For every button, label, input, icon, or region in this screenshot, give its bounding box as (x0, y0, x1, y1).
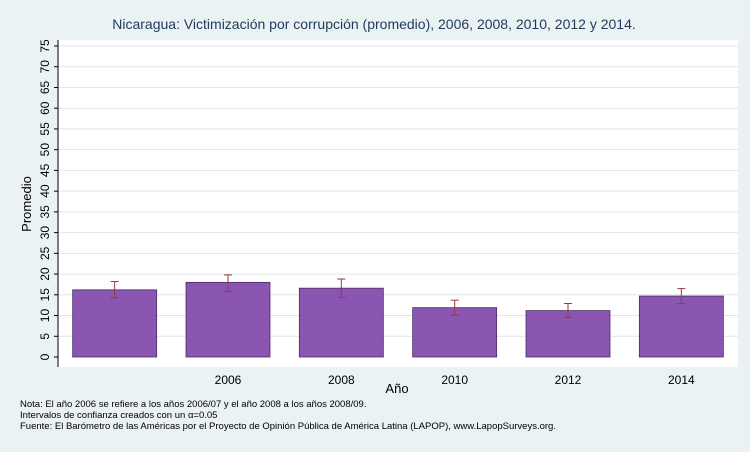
y-tick-label: 0 (38, 353, 52, 360)
plot-area (58, 40, 738, 367)
footnotes: Nota: El año 2006 se refiere a los años … (20, 399, 556, 432)
x-tick-label: 2006 (215, 373, 242, 387)
grid-lines (58, 45, 738, 337)
y-tick-label: 35 (38, 205, 52, 219)
footnote-nota: Nota: El año 2006 se refiere a los años … (20, 399, 367, 410)
error-bars (110, 274, 686, 319)
bar (525, 310, 611, 358)
y-tick-label: 65 (38, 80, 52, 94)
y-tick-label: 60 (38, 101, 52, 115)
x-tick-label: 2010 (441, 373, 468, 387)
y-tick-label: 50 (38, 143, 52, 157)
bar (298, 287, 384, 358)
bar (412, 307, 498, 358)
x-axis-title: Año (385, 381, 408, 396)
bar (185, 281, 271, 358)
x-tick-label: 2014 (668, 373, 695, 387)
y-tick-label: 25 (38, 246, 52, 260)
y-tick-label: 40 (38, 184, 52, 198)
footnote-intervalos: Intervalos de confianza creados con un α… (20, 410, 218, 421)
x-tick-label: 2008 (328, 373, 355, 387)
bar (72, 289, 158, 358)
footnote-fuente: Fuente: El Barómetro de las Américas por… (20, 421, 556, 432)
y-tick-label: 70 (38, 60, 52, 74)
x-tick-label: 2012 (555, 373, 582, 387)
y-tick-label: 20 (38, 267, 52, 281)
y-tick-label: 55 (38, 122, 52, 136)
y-tick-label: 15 (38, 288, 52, 302)
y-ticks: 0 5 10 15 20 25 30 35 40 45 50 55 60 65 70 75 (38, 39, 58, 360)
y-tick-label: 10 (38, 309, 52, 323)
y-tick-label: 45 (38, 163, 52, 177)
y-axis-title: Promedio (19, 176, 34, 232)
y-tick-label: 75 (38, 39, 52, 53)
bars (72, 281, 724, 358)
y-tick-label: 30 (38, 226, 52, 240)
x-ticks: 2006 2008 2010 2012 2014 (215, 373, 695, 387)
chart-title: Nicaragua: Victimización por corrupción … (112, 16, 636, 32)
y-tick-label: 5 (38, 333, 52, 340)
bar (638, 295, 724, 358)
